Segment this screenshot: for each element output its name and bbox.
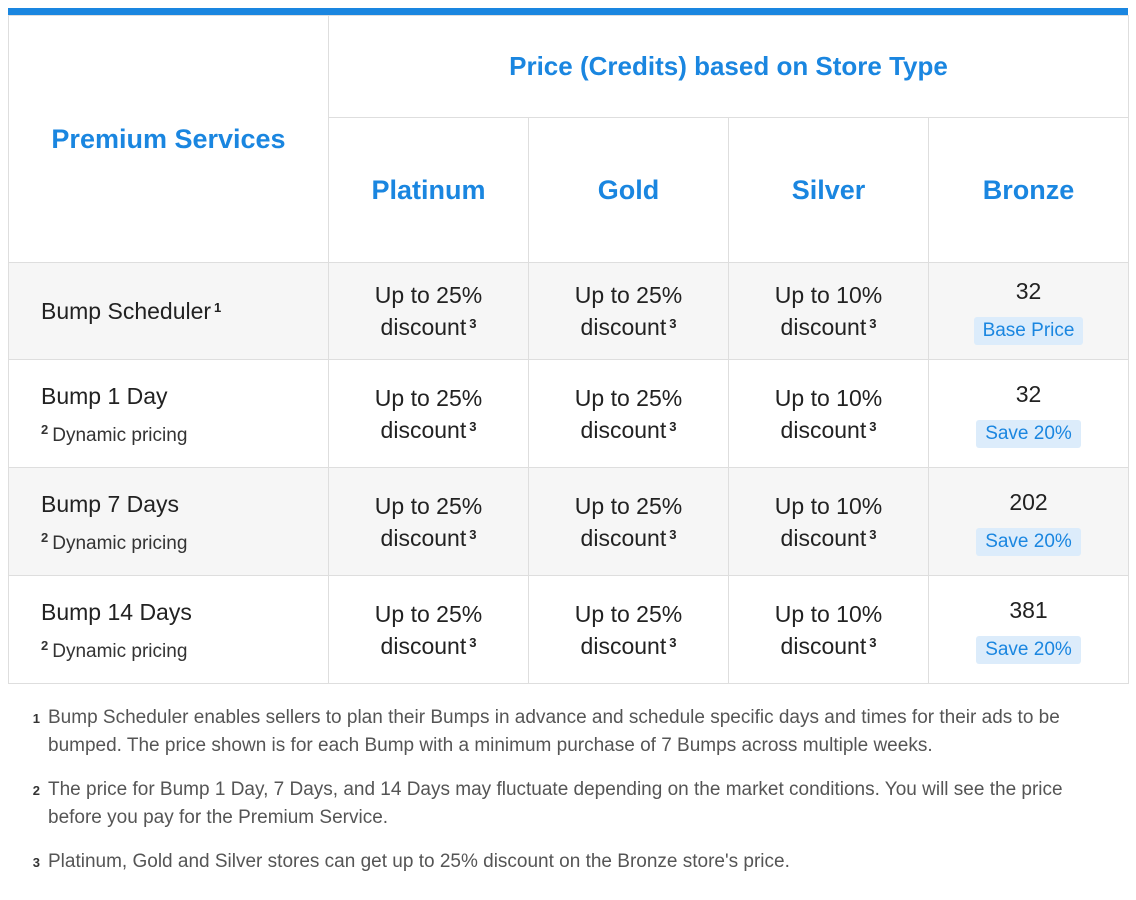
service-subtitle: 2 Dynamic pricing (41, 529, 328, 555)
service-cell: Bump Scheduler 1 (8, 262, 329, 360)
footnote-item: 3 Platinum, Gold and Silver stores can g… (8, 848, 1128, 877)
gold-discount: Up to 25% discount (574, 492, 683, 551)
service-name: Bump 7 Days (41, 490, 180, 517)
service-subtitle: 2 Dynamic pricing (41, 637, 328, 663)
price-badge: Base Price (973, 317, 1084, 345)
header-tier-gold: Gold (528, 117, 729, 263)
price-badge: Save 20% (976, 635, 1081, 664)
footnote-ref: 2 (41, 637, 49, 653)
gold-cell: Up to 25% discount 3 (528, 359, 729, 468)
gold-cell: Up to 25% discount 3 (528, 575, 729, 684)
silver-discount: Up to 10% discount (774, 384, 883, 443)
bronze-cell: 32 Base Price (928, 262, 1129, 360)
header-tier-platinum: Platinum (328, 117, 529, 263)
table-row: Bump 14 Days 2 Dynamic pricing Up to 25% … (8, 575, 1129, 684)
gold-discount: Up to 25% discount (574, 282, 683, 340)
header-tier-silver: Silver (728, 117, 929, 263)
accent-top-bar (8, 8, 1128, 15)
platinum-cell: Up to 25% discount 3 (328, 359, 529, 468)
footnote-ref: 3 (469, 418, 477, 434)
footnote-item: 2 The price for Bump 1 Day, 7 Days, and … (8, 776, 1128, 832)
header-tier-bronze: Bronze (928, 117, 1129, 263)
gold-cell: Up to 25% discount 3 (528, 262, 729, 360)
footnote-item: 1 Bump Scheduler enables sellers to plan… (8, 704, 1128, 760)
footnote-ref: 3 (469, 634, 477, 650)
silver-cell: Up to 10% discount 3 (728, 359, 929, 468)
platinum-discount: Up to 25% discount (374, 282, 483, 340)
footnote-ref: 3 (669, 316, 677, 331)
bronze-cell: 381 Save 20% (928, 575, 1129, 684)
footnotes-list: 1 Bump Scheduler enables sellers to plan… (8, 704, 1128, 877)
pricing-container: Premium Services Price (Credits) based o… (8, 8, 1129, 896)
bronze-price: 381 (1009, 596, 1048, 623)
silver-cell: Up to 10% discount 3 (728, 575, 929, 684)
service-name: Bump 14 Days (41, 598, 192, 625)
footnote-ref: 3 (869, 316, 877, 331)
silver-cell: Up to 10% discount 3 (728, 262, 929, 360)
footnote-number: 3 (32, 855, 40, 870)
service-name: Bump Scheduler 1 (41, 296, 328, 326)
platinum-cell: Up to 25% discount 3 (328, 467, 529, 576)
price-badge: Save 20% (976, 419, 1081, 448)
footnote-ref: 3 (869, 418, 877, 434)
table-row: Bump 7 Days 2 Dynamic pricing Up to 25% d… (8, 467, 1129, 576)
footnote-ref: 3 (669, 526, 677, 542)
platinum-discount: Up to 25% discount (374, 600, 483, 659)
pricing-table: Premium Services Price (Credits) based o… (8, 14, 1129, 684)
service-name-text: Bump Scheduler (41, 298, 212, 324)
footnote-ref: 3 (469, 316, 477, 331)
service-name: Bump 1 Day (41, 382, 168, 409)
gold-discount: Up to 25% discount (574, 384, 683, 443)
service-subtitle-text: Dynamic pricing (52, 640, 188, 662)
bronze-price: 32 (1015, 278, 1042, 304)
service-cell: Bump 1 Day 2 Dynamic pricing (8, 359, 329, 468)
footnote-text: Platinum, Gold and Silver stores can get… (48, 851, 790, 872)
table-row: Bump 1 Day 2 Dynamic pricing Up to 25% di… (8, 359, 1129, 468)
silver-discount: Up to 10% discount (774, 492, 883, 551)
footnote-ref: 3 (669, 634, 677, 650)
platinum-cell: Up to 25% discount 3 (328, 575, 529, 684)
silver-discount: Up to 10% discount (774, 600, 883, 659)
footnote-ref: 2 (41, 529, 49, 545)
footnote-text: Bump Scheduler enables sellers to plan t… (48, 707, 1060, 756)
silver-cell: Up to 10% discount 3 (728, 467, 929, 576)
table-row: Bump Scheduler 1 Up to 25% discount 3 Up t… (8, 262, 1129, 360)
footnote-ref: 3 (869, 526, 877, 542)
service-subtitle-text: Dynamic pricing (52, 424, 188, 446)
footnote-ref: 3 (469, 526, 477, 542)
header-price-group: Price (Credits) based on Store Type (328, 14, 1129, 119)
bronze-cell: 32 Save 20% (928, 359, 1129, 468)
bronze-price: 32 (1015, 380, 1042, 407)
gold-discount: Up to 25% discount (574, 600, 683, 659)
service-cell: Bump 7 Days 2 Dynamic pricing (8, 467, 329, 576)
bronze-price: 202 (1009, 488, 1048, 515)
footnote-number: 1 (32, 711, 40, 726)
gold-cell: Up to 25% discount 3 (528, 467, 729, 576)
footnote-ref: 3 (669, 418, 677, 434)
footnote-number: 2 (32, 783, 40, 798)
platinum-discount: Up to 25% discount (374, 384, 483, 443)
platinum-discount: Up to 25% discount (374, 492, 483, 551)
footnote-ref: 2 (41, 421, 49, 437)
service-cell: Bump 14 Days 2 Dynamic pricing (8, 575, 329, 684)
platinum-cell: Up to 25% discount 3 (328, 262, 529, 360)
bronze-cell: 202 Save 20% (928, 467, 1129, 576)
header-premium-services: Premium Services (8, 15, 329, 263)
footnote-text: The price for Bump 1 Day, 7 Days, and 14… (48, 779, 1063, 828)
footnote-ref: 3 (869, 634, 877, 650)
service-subtitle: 2 Dynamic pricing (41, 421, 328, 447)
price-badge: Save 20% (976, 527, 1081, 556)
footnote-ref: 1 (214, 300, 222, 315)
silver-discount: Up to 10% discount (774, 282, 883, 340)
service-subtitle-text: Dynamic pricing (52, 532, 188, 554)
